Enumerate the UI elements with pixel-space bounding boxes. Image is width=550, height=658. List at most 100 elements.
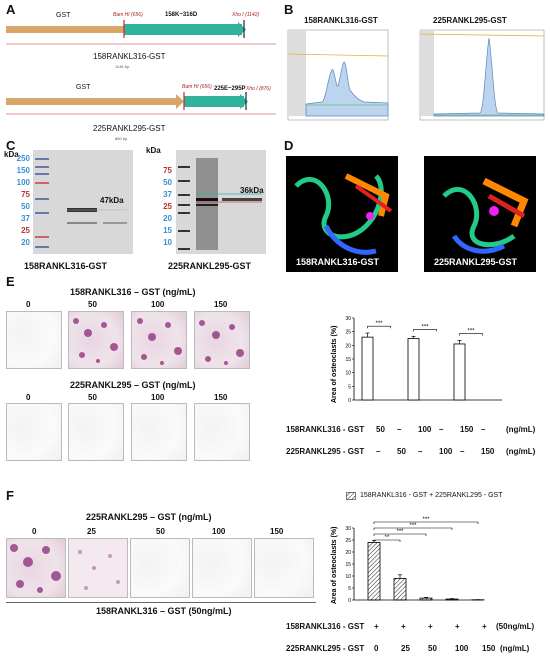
xhoi-label-2: Xho I (876)	[246, 86, 271, 92]
y-tick-label: 20	[345, 343, 351, 349]
structure-image-left	[286, 156, 398, 272]
f-dose-2: 50	[156, 527, 165, 536]
sig-bracket	[367, 325, 391, 329]
y-tick-label: 15	[345, 357, 351, 363]
y-tick-label: 5	[348, 586, 351, 592]
e-micrograph-bottom-2	[131, 403, 187, 461]
sig-bracket	[373, 521, 479, 524]
row-value: –	[418, 447, 423, 456]
structure-caption-left: 158RANKL316-GST	[296, 257, 380, 267]
e-top-title: 158RANKL316 – GST (ng/mL)	[70, 287, 196, 297]
e-bar-chart: Area of osteoclasts (%) 0 5 10 15 20 25 30 ***…	[331, 316, 502, 404]
f-legend-swatch	[346, 492, 356, 500]
xhoi-label-1: Xho I (1142)	[232, 12, 260, 18]
row-value: –	[481, 425, 486, 434]
bar	[361, 336, 374, 401]
row-value: 25	[401, 644, 410, 653]
y-tick-label: 10	[345, 371, 351, 377]
bar	[407, 338, 420, 401]
bar	[393, 578, 407, 601]
row-value: –	[460, 447, 465, 456]
kda-label-right: kDa	[146, 146, 161, 155]
marker-label: 15	[163, 226, 172, 235]
f-dose-3: 100	[212, 527, 226, 536]
row-value: +	[482, 622, 487, 631]
bar	[445, 598, 459, 601]
f-micrograph-3	[192, 538, 252, 598]
band-label-right: 36kDa	[240, 186, 264, 195]
e-bottom-dose-1: 50	[88, 393, 97, 402]
sig-mark: ***	[421, 324, 429, 330]
marker-label: 150	[16, 166, 30, 175]
gst-segment-1	[6, 26, 124, 33]
insert-label-1: 158K~316D	[165, 12, 198, 18]
row-value: +	[428, 622, 433, 631]
chromatograms	[287, 29, 545, 121]
insert-arrow-2	[240, 94, 248, 109]
gel-caption-left: 158RANKL316-GST	[24, 261, 108, 271]
marker-label: 50	[163, 178, 172, 187]
e-row1-unit: (ng/mL)	[506, 425, 536, 434]
f-bottom-title: 158RANKL316 – GST (50ng/mL)	[96, 606, 232, 616]
f-row2-label: 225RANKL295 - GST	[286, 644, 365, 653]
e-micrograph-bottom-1	[68, 403, 124, 461]
marker-label: 75	[163, 166, 172, 175]
y-tick-label: 15	[345, 562, 351, 568]
f-micrograph-1	[68, 538, 128, 598]
marker-label: 100	[16, 178, 30, 187]
y-tick-label: 20	[345, 550, 351, 556]
row-value: 150	[481, 447, 495, 456]
f-row2-unit: (ng/mL)	[500, 644, 530, 653]
panel-d-label: D	[284, 138, 294, 153]
gel-left	[33, 150, 133, 254]
kda-label-left: kDa	[4, 150, 19, 159]
gst-label-2: GST	[76, 84, 91, 91]
f-row1-unit: (50ng/mL)	[496, 622, 535, 631]
insert-arrow-1	[238, 22, 246, 37]
construct-diagram	[6, 20, 276, 115]
vector-line-1	[6, 43, 276, 45]
sig-mark: ***	[409, 523, 417, 529]
f-dose-4: 150	[270, 527, 284, 536]
gel-left-bands	[35, 158, 127, 248]
sig-mark: ***	[375, 321, 383, 327]
marker-label: 10	[163, 238, 172, 247]
y-tick-label: 5	[348, 384, 351, 390]
row-value: +	[374, 622, 379, 631]
row-value: 150	[482, 644, 496, 653]
sig-bracket	[373, 539, 401, 542]
e-bottom-dose-0: 0	[26, 393, 31, 402]
e-row1-label: 158RANKL316 - GST	[286, 425, 365, 434]
e-bottom-title: 225RANKL295 – GST (ng/mL)	[70, 380, 196, 390]
structure-caption-right: 225RANKL295-GST	[434, 257, 518, 267]
f-micrograph-2	[130, 538, 190, 598]
construct-name-1: 158RANKL316-GST	[93, 52, 166, 61]
bar	[367, 542, 381, 601]
marker-label: 20	[163, 214, 172, 223]
band-label-left: 47kDa	[100, 196, 124, 205]
construct-size-2: 880 bp	[115, 136, 128, 141]
marker-label: 250	[16, 154, 30, 163]
bamhi-label-1: Bam HI (656)	[113, 12, 143, 18]
chromatogram-title-left: 158RANKL316-GST	[304, 16, 378, 25]
panel-e-label: E	[6, 274, 15, 289]
panel-a-label: A	[6, 2, 16, 17]
f-osteoclast-spots	[10, 544, 120, 593]
f-micrograph-4	[254, 538, 314, 598]
y-tick-label: 0	[348, 398, 351, 404]
bamhi-label-2: Bam HI (656)	[182, 84, 212, 90]
e-osteoclast-spots	[73, 318, 244, 365]
sig-mark: ***	[396, 529, 404, 535]
y-tick-label: 30	[345, 526, 351, 532]
row-value: 50	[397, 447, 406, 456]
f-dose-0: 0	[32, 527, 37, 536]
row-value: 50	[428, 644, 437, 653]
row-value: +	[455, 622, 460, 631]
f-micrograph-0	[6, 538, 66, 598]
row-value: –	[397, 425, 402, 434]
sig-bracket	[413, 329, 437, 332]
sig-bracket	[373, 533, 427, 536]
e-bottom-dose-2: 100	[151, 393, 165, 402]
bar	[419, 597, 433, 601]
